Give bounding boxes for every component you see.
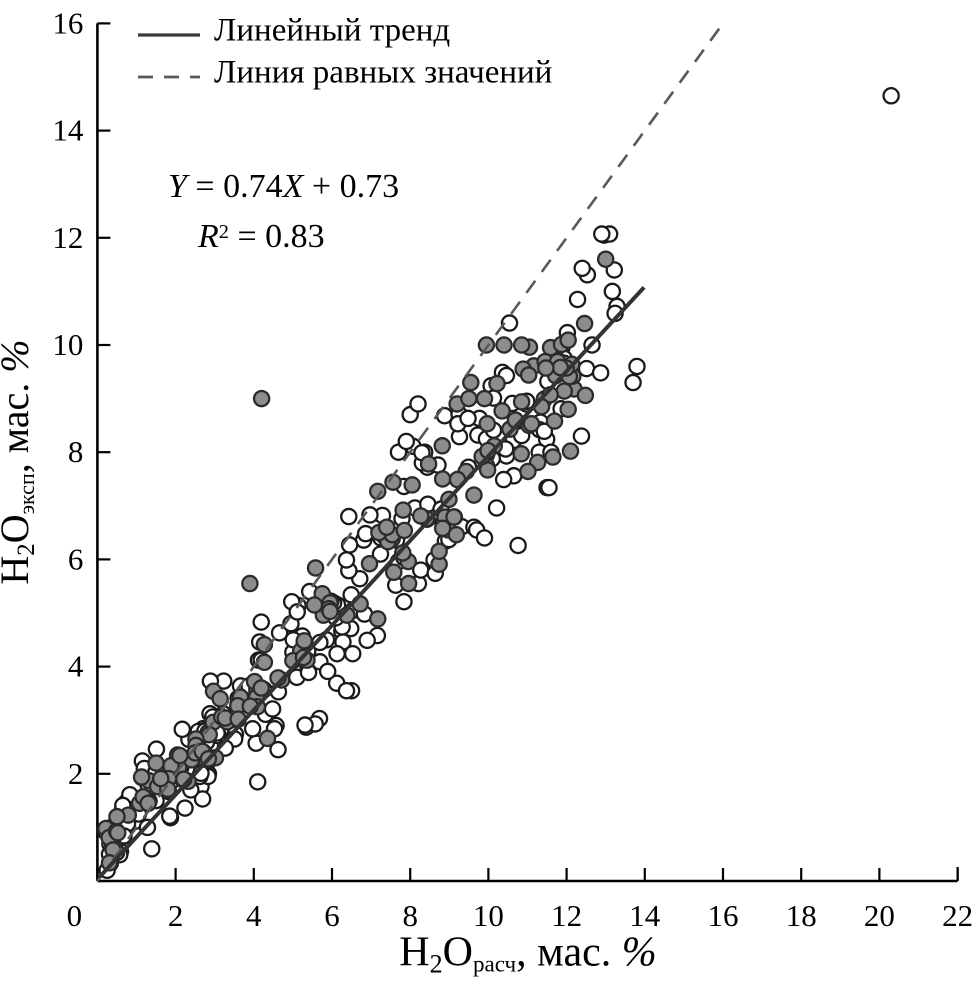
svg-text:16: 16 [52, 5, 83, 40]
svg-text:20: 20 [864, 898, 895, 933]
svg-text:2: 2 [168, 898, 184, 933]
svg-text:Линия равных значений: Линия равных значений [214, 54, 552, 90]
svg-text:Y = 0.74X + 0.73: Y = 0.74X + 0.73 [168, 168, 399, 205]
svg-text:10: 10 [473, 898, 504, 933]
svg-text:14: 14 [52, 113, 84, 148]
svg-text:8: 8 [68, 434, 84, 469]
svg-text:H2Oэксп, мас. %: H2Oэксп, мас. % [0, 339, 40, 584]
svg-text:16: 16 [708, 898, 739, 933]
svg-text:0: 0 [67, 898, 83, 933]
svg-text:12: 12 [52, 220, 83, 255]
svg-text:10: 10 [52, 327, 83, 362]
svg-text:H2Oрасч, мас. %: H2Oрасч, мас. % [399, 930, 656, 979]
svg-text:6: 6 [324, 898, 340, 933]
svg-text:18: 18 [786, 898, 817, 933]
svg-text:4: 4 [246, 898, 262, 933]
svg-text:6: 6 [68, 541, 84, 576]
svg-text:Линейный тренд: Линейный тренд [214, 12, 450, 48]
svg-text:4: 4 [68, 649, 84, 684]
svg-text:2: 2 [68, 756, 84, 791]
svg-text:8: 8 [402, 898, 418, 933]
svg-text:22: 22 [942, 898, 973, 933]
svg-text:14: 14 [629, 898, 661, 933]
svg-text:R2 = 0.83: R2 = 0.83 [197, 218, 325, 255]
svg-text:12: 12 [551, 898, 582, 933]
